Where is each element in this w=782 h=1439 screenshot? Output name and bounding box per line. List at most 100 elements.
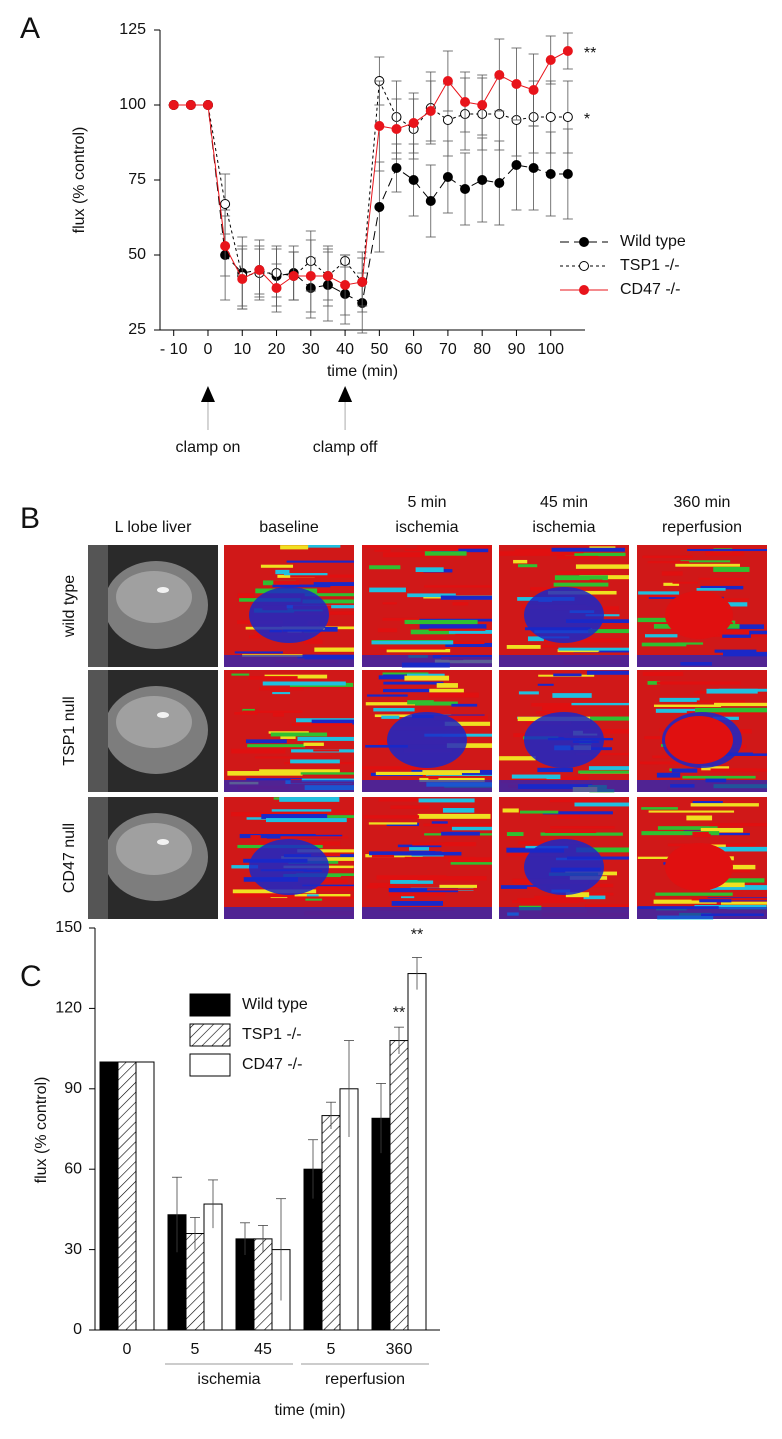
data-point <box>237 274 248 284</box>
image-stripe <box>452 602 469 606</box>
image-stripe <box>700 827 744 833</box>
image-stripe <box>441 831 480 836</box>
significance: ** <box>393 1004 405 1021</box>
image-stripe <box>691 898 767 901</box>
image-stripe <box>417 813 491 819</box>
image-stripe <box>713 566 750 572</box>
image-stripe <box>653 704 722 707</box>
image-stripe <box>723 651 767 657</box>
image-stripe <box>641 642 687 647</box>
y-tick-label: 100 <box>119 96 146 113</box>
column-header: ischemia <box>532 519 595 536</box>
image-stripe <box>414 701 458 706</box>
data-point <box>220 199 231 209</box>
image-stripe <box>397 844 442 848</box>
data-point <box>545 112 556 122</box>
x-tick-label: 60 <box>405 341 423 358</box>
data-point <box>562 169 573 179</box>
image-stripe <box>589 579 603 582</box>
image-stripe <box>378 797 418 802</box>
data-point <box>271 283 282 293</box>
image-stripe <box>390 805 430 809</box>
image-stripe <box>429 688 464 693</box>
image-edge <box>499 655 629 667</box>
column-header: L lobe liver <box>115 519 192 536</box>
image-stripe <box>709 823 767 827</box>
image-stripe <box>511 778 547 781</box>
image-stripe <box>279 797 340 802</box>
image-stripe <box>280 836 349 839</box>
image-stripe <box>231 673 250 676</box>
image-stripe <box>259 687 304 691</box>
image-stripe <box>451 826 492 831</box>
image-stripe <box>275 569 290 575</box>
image-stripe <box>379 647 446 650</box>
image-stripe <box>242 710 303 713</box>
image-stripe <box>249 635 260 639</box>
data-point <box>168 100 179 110</box>
image-stripe <box>404 548 459 551</box>
image <box>224 797 354 919</box>
image-stripe <box>448 630 492 634</box>
y-tick-label: 90 <box>64 1080 82 1097</box>
legend-label: Wild type <box>620 233 686 250</box>
image-stripe <box>583 895 606 900</box>
y-axis-label: flux (% control) <box>33 1077 50 1184</box>
y-tick-label: 0 <box>73 1321 82 1338</box>
panel-label: C <box>20 960 42 993</box>
data-point <box>391 124 402 134</box>
image-stripe <box>686 711 760 715</box>
image-stripe <box>300 772 354 775</box>
image-edge <box>637 907 767 919</box>
image-stripe <box>302 599 354 604</box>
image-stripe <box>506 645 541 649</box>
image-stripe <box>644 634 678 638</box>
image-stripe <box>540 832 623 836</box>
image-stripe <box>422 770 480 774</box>
image-stripe <box>551 547 625 552</box>
image-stripe <box>446 743 492 748</box>
image-stripe <box>499 756 536 761</box>
image-stripe <box>431 548 489 553</box>
image-stripe <box>694 833 711 838</box>
image-stripe <box>672 581 698 584</box>
bar <box>389 1040 409 1331</box>
image-stripe <box>415 567 444 573</box>
image-stripe <box>369 851 442 856</box>
image-stripe <box>290 759 340 764</box>
image-stripe <box>371 854 395 858</box>
data-point <box>494 178 505 188</box>
image-stripe <box>250 835 261 840</box>
image-stripe <box>720 901 767 905</box>
data-point <box>562 112 573 122</box>
x-tick-label: 70 <box>439 341 457 358</box>
image-stripe <box>423 823 492 827</box>
data-point <box>425 106 436 116</box>
bar <box>407 973 427 1331</box>
image-shine <box>157 587 169 593</box>
image <box>88 670 218 792</box>
image-stripe <box>406 673 445 677</box>
image-edge <box>637 655 767 667</box>
image-stripe <box>442 808 475 813</box>
image-stripe <box>382 602 397 605</box>
image-stripe <box>427 888 475 891</box>
y-axis-label: flux (% control) <box>71 127 88 234</box>
image-stripe <box>365 702 440 706</box>
image-edge <box>362 780 492 792</box>
image-stripe <box>675 563 740 567</box>
image-stripe <box>246 778 304 781</box>
data-point <box>202 100 213 110</box>
x-tick-label: 50 <box>370 341 388 358</box>
image-stripe <box>369 587 406 593</box>
x-tick-label: 10 <box>233 341 251 358</box>
panel-label: A <box>20 12 40 45</box>
image-stripe <box>388 888 459 893</box>
image-stripe <box>303 639 323 645</box>
x-tick-label: 0 <box>204 341 213 358</box>
column-header: 5 min <box>407 494 446 511</box>
image-edge <box>637 780 767 792</box>
image-stripe <box>558 647 629 651</box>
image-stripe <box>575 753 629 756</box>
image-stripe <box>383 681 444 685</box>
